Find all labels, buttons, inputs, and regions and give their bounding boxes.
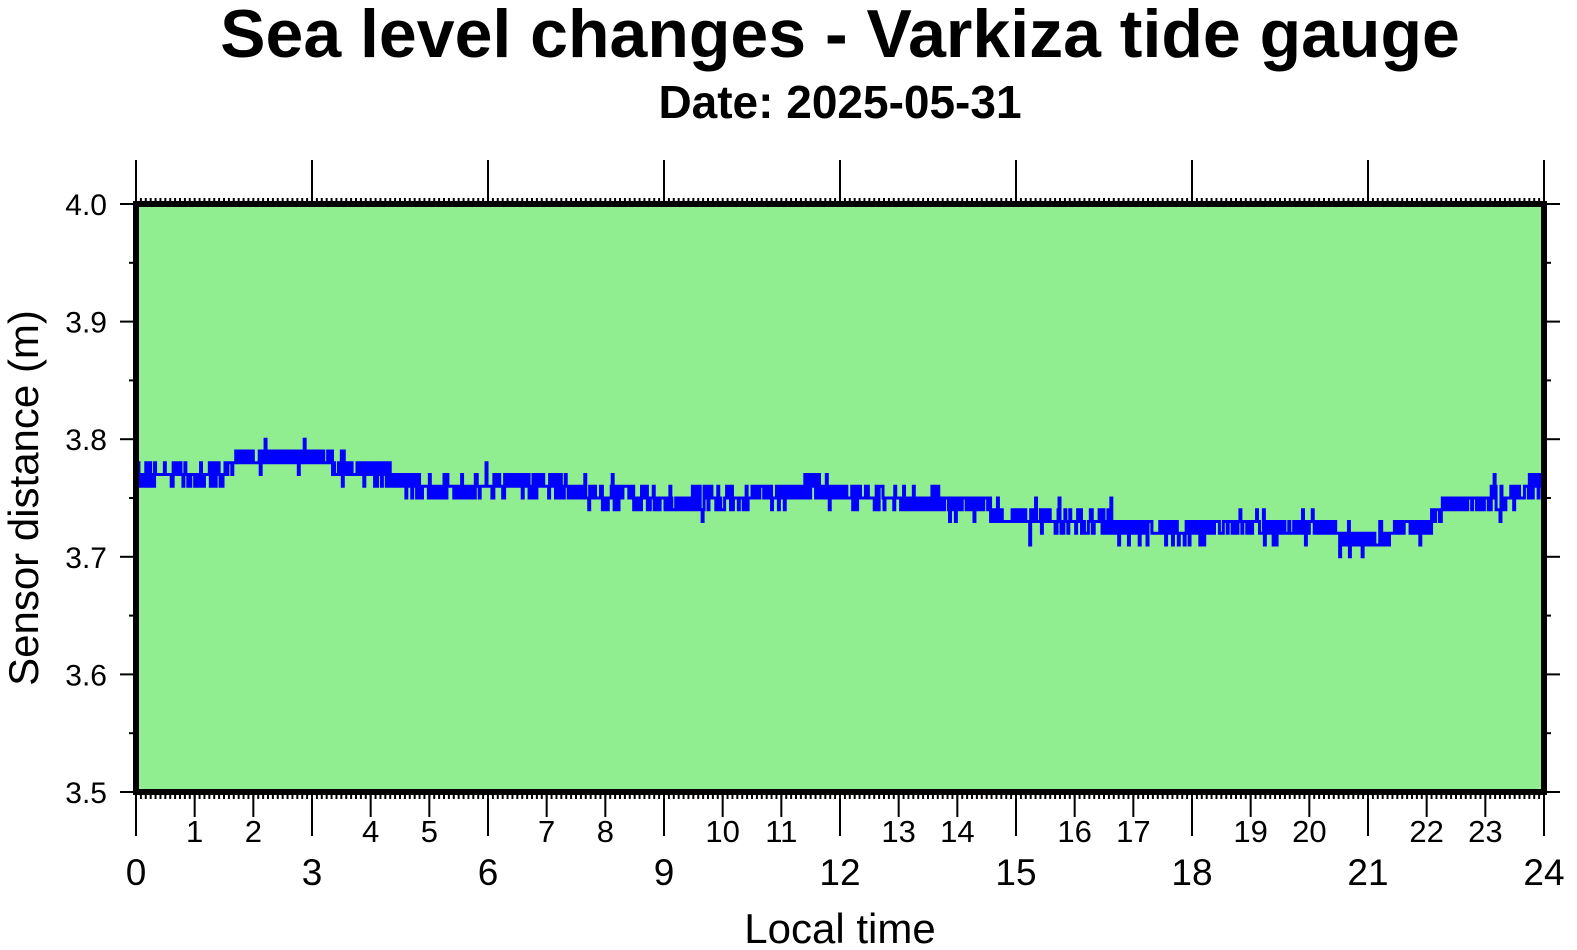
x-minor-tick-label: 14 (940, 814, 974, 849)
x-minor-tick-label: 8 (597, 814, 614, 849)
x-major-tick-label: 15 (995, 852, 1036, 893)
x-minor-tick-label: 7 (538, 814, 555, 849)
sea-level-line (135, 437, 1546, 559)
y-tick-label: 3.6 (65, 659, 107, 692)
x-major-tick-label: 3 (302, 852, 323, 893)
x-major-tick-label: 24 (1523, 852, 1564, 893)
x-major-tick-label: 9 (654, 852, 675, 893)
y-tick-label: 3.9 (65, 307, 107, 340)
y-tick-label: 3.8 (65, 424, 107, 457)
x-major-tick-label: 6 (478, 852, 499, 893)
x-minor-tick-label: 4 (362, 814, 379, 849)
tick-labels: 0 3 6 9 12 15 18 21 241 2 4 5 7 8 10 11 13 14 16 17 19 20 22 23… (65, 189, 1564, 893)
x-minor-tick-label: 2 (245, 814, 262, 849)
x-minor-tick-label: 23 (1468, 814, 1502, 849)
x-major-tick-label: 18 (1171, 852, 1212, 893)
x-major-tick-label: 0 (126, 852, 147, 893)
x-minor-tick-label: 5 (421, 814, 438, 849)
y-tick-label: 4.0 (65, 189, 107, 222)
x-minor-tick-label: 1 (186, 814, 203, 849)
chart-subtitle: Date: 2025-05-31 (658, 76, 1021, 128)
y-tick-label: 3.5 (65, 777, 107, 810)
x-minor-tick-label: 11 (765, 814, 797, 849)
x-minor-tick-label: 17 (1116, 814, 1150, 849)
y-tick-label: 3.7 (65, 542, 107, 575)
x-minor-tick-label: 13 (881, 814, 915, 849)
plot-frame (133, 201, 1547, 795)
x-minor-tick-label: 16 (1057, 814, 1091, 849)
x-minor-tick-label: 10 (705, 814, 739, 849)
x-major-tick-label: 21 (1347, 852, 1388, 893)
chart-title: Sea level changes - Varkiza tide gauge (220, 0, 1460, 72)
x-minor-tick-label: 20 (1292, 814, 1326, 849)
y-axis-label: Sensor distance (m) (0, 310, 47, 686)
x-axis-label: Local time (744, 905, 935, 950)
x-major-tick-label: 12 (819, 852, 860, 893)
x-minor-tick-label: 19 (1233, 814, 1267, 849)
x-minor-tick-label: 22 (1409, 814, 1443, 849)
